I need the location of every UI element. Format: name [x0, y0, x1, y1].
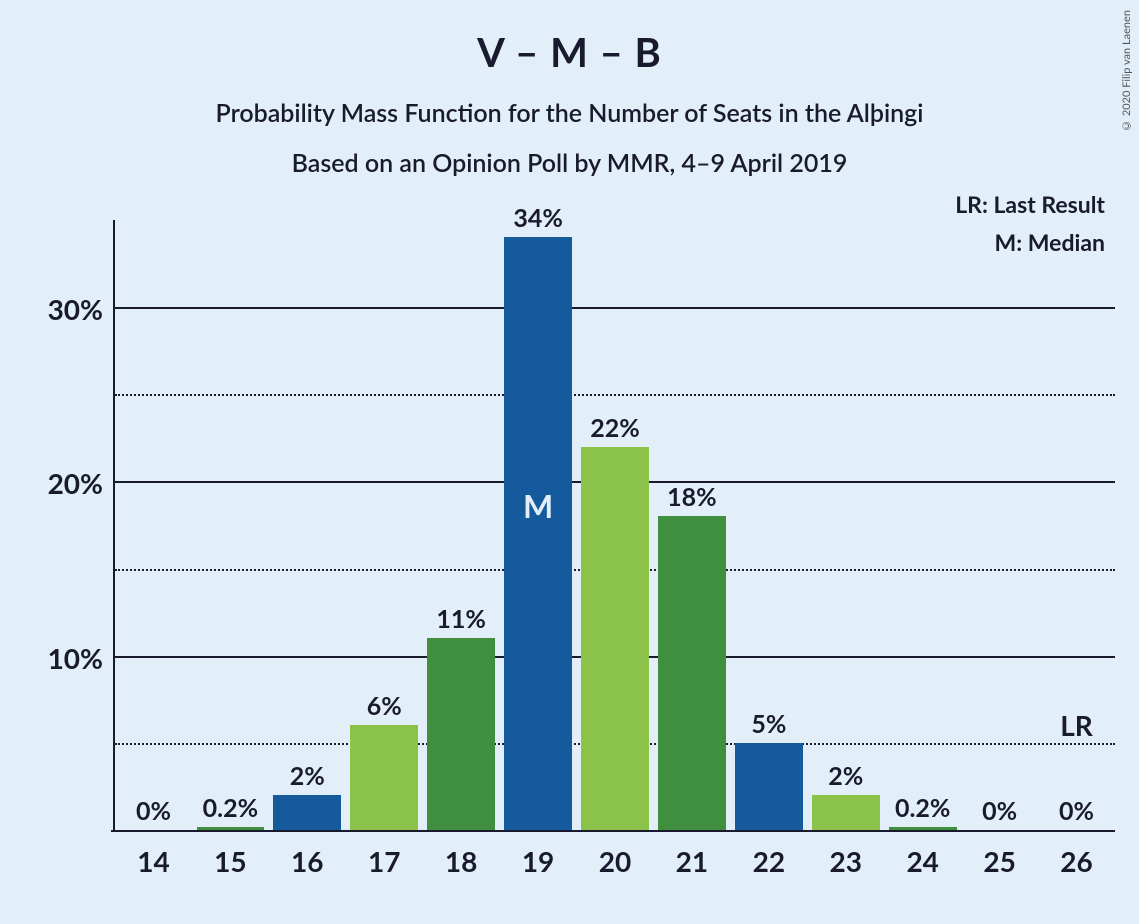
copyright-text: © 2020 Filip van Laenen — [1120, 10, 1133, 132]
x-axis-line — [111, 830, 1115, 832]
x-tick-label: 25 — [983, 830, 1015, 878]
bar-value-label: 0.2% — [203, 793, 258, 827]
x-tick-label: 22 — [753, 830, 785, 878]
x-tick-label: 19 — [522, 830, 554, 878]
bar-value-label: 2% — [290, 761, 325, 795]
bar-value-label: 11% — [436, 604, 486, 638]
bar-value-label: 0.2% — [895, 793, 950, 827]
bar: 18% — [658, 516, 726, 830]
y-tick-label: 10% — [48, 641, 115, 675]
bar: 11% — [427, 638, 495, 830]
chart-container: © 2020 Filip van Laenen V – M – B Probab… — [0, 0, 1139, 924]
bar-value-label: 18% — [667, 482, 717, 516]
y-axis-line — [113, 220, 115, 832]
bar-value-label: 5% — [751, 709, 786, 743]
bar-value-label: 6% — [367, 691, 402, 725]
chart-subtitle-1: Probability Mass Function for the Number… — [0, 98, 1139, 128]
chart-subtitle-2: Based on an Opinion Poll by MMR, 4–9 Apr… — [0, 148, 1139, 178]
bar: 2% — [812, 795, 880, 830]
bar: 34%M — [504, 237, 572, 830]
legend-m: M: Median — [955, 228, 1105, 256]
y-tick-label: 20% — [48, 466, 115, 500]
x-tick-label: 26 — [1060, 830, 1092, 878]
x-tick-label: 20 — [599, 830, 631, 878]
bar-value-label: 34% — [513, 203, 563, 237]
legend: LR: Last Result M: Median — [955, 190, 1105, 256]
bar: 5% — [735, 743, 803, 830]
bar: 22% — [581, 447, 649, 830]
bar-value-label: 0% — [982, 796, 1017, 830]
median-marker: M — [523, 486, 553, 525]
bar-value-label: 22% — [590, 413, 640, 447]
bars-group: 0%0.2%2%6%11%34%M22%18%5%2%0.2%0%0%LR — [115, 220, 1115, 830]
bar: 6% — [350, 725, 418, 830]
x-tick-label: 24 — [906, 830, 938, 878]
x-tick-label: 16 — [291, 830, 323, 878]
y-tick-label: 30% — [48, 292, 115, 326]
bar-value-label: 0% — [136, 796, 171, 830]
x-tick-label: 17 — [368, 830, 400, 878]
x-tick-label: 23 — [830, 830, 862, 878]
x-tick-label: 14 — [137, 830, 169, 878]
x-tick-label: 18 — [445, 830, 477, 878]
legend-lr: LR: Last Result — [955, 190, 1105, 218]
chart-title: V – M – B — [0, 28, 1139, 76]
bar: 2% — [273, 795, 341, 830]
bar-value-label: 2% — [828, 761, 863, 795]
bar-value-label: 0% — [1059, 796, 1094, 830]
x-tick-label: 15 — [214, 830, 246, 878]
plot-area: 10%20%30% 0%0.2%2%6%11%34%M22%18%5%2%0.2… — [115, 220, 1115, 830]
x-tick-label: 21 — [676, 830, 708, 878]
lr-marker: LR — [1060, 708, 1093, 742]
